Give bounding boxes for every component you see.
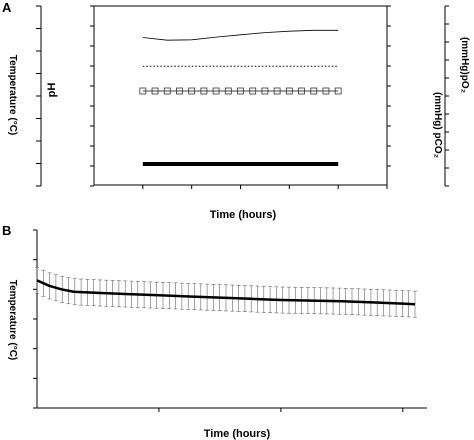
panel-a-ph-ticks <box>90 5 94 187</box>
temperature-series-line <box>36 279 416 306</box>
panel-a-temperature-ticks <box>36 5 41 187</box>
panel-a-ph-axis-label: pH <box>46 83 58 98</box>
panel-a-plot-frame <box>93 5 388 186</box>
ph-point <box>273 87 281 95</box>
panel-a-temperature-axis-label: Temperature (°C) <box>7 55 18 136</box>
ph-point <box>200 87 208 95</box>
panel-a-po2-axis-label: (mmHg)pO₂ <box>459 37 470 93</box>
ph-point <box>298 87 305 95</box>
ph-point <box>322 87 330 95</box>
panel-b-y-ticks <box>33 229 37 409</box>
ph-point <box>151 87 159 95</box>
ph-point <box>285 87 293 95</box>
panel-b-y-axis-label: Temperature (°C) <box>7 280 18 361</box>
temp-series-line <box>142 29 339 41</box>
panel-b-letter: B <box>2 223 11 238</box>
ph-point <box>212 87 220 95</box>
ph-point <box>188 87 196 95</box>
ph-point <box>237 87 244 95</box>
panel-a-pco2-axis-label: (mmHg) pCO₂ <box>432 92 443 158</box>
ph-point <box>224 87 232 95</box>
ph-point <box>176 87 183 95</box>
panel-a: A Temperature (°C) pH (mmHg) pCO₂ (mmHg)… <box>2 0 470 221</box>
ph-point <box>249 87 257 95</box>
panel-a-series <box>139 29 342 166</box>
panel-b: B Temperature (°C) Time (hours) <box>2 223 427 440</box>
ph-point <box>163 87 171 95</box>
ph-point <box>334 87 342 95</box>
panel-b-series <box>36 279 416 306</box>
panel-a-x-ticks <box>142 185 388 189</box>
panel-b-x-axis-label: Time (hours) <box>204 428 271 440</box>
panel-a-x-axis-label: Time (hours) <box>210 209 277 221</box>
ph-point <box>261 87 269 95</box>
panel-b-x-ticks <box>158 408 404 412</box>
panel-a-pco2-ticks <box>387 5 391 167</box>
ph-point <box>310 87 318 95</box>
panel-a-letter: A <box>2 0 12 15</box>
panel-a-po2-ticks <box>445 5 449 187</box>
ph-point <box>139 87 147 95</box>
